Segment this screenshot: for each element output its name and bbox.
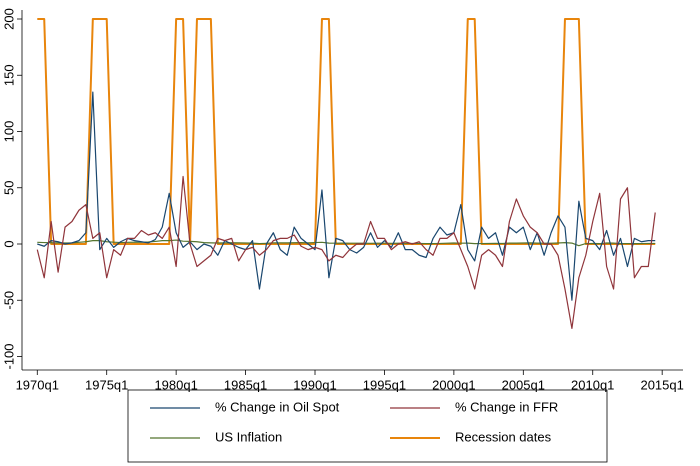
legend-label: % Change in Oil Spot xyxy=(215,399,340,414)
x-tick-label: 2015q1 xyxy=(640,377,683,392)
series-line xyxy=(36,175,656,329)
series-line xyxy=(37,18,656,245)
y-tick-label: -50 xyxy=(1,291,16,310)
legend-label: % Change in FFR xyxy=(455,399,558,414)
x-tick-label: 2005q1 xyxy=(502,377,545,392)
y-tick-label: 200 xyxy=(1,8,16,30)
y-tick-label: 0 xyxy=(1,240,16,247)
legend-label: Recession dates xyxy=(455,429,552,444)
y-tick-label: 150 xyxy=(1,64,16,86)
y-tick-label: -100 xyxy=(1,343,16,369)
x-tick-label: 1970q1 xyxy=(16,377,59,392)
legend-box xyxy=(127,389,608,463)
x-tick-label: 1980q1 xyxy=(154,377,197,392)
x-tick-label: 1975q1 xyxy=(85,377,128,392)
legend-label: US Inflation xyxy=(215,429,282,444)
y-tick-label: 50 xyxy=(1,181,16,195)
y-tick-label: 100 xyxy=(1,121,16,143)
x-tick-label: 1990q1 xyxy=(293,377,336,392)
x-tick-label: 2000q1 xyxy=(432,377,475,392)
series-line xyxy=(37,91,656,301)
series-line xyxy=(37,239,656,247)
x-tick-label: 1985q1 xyxy=(224,377,267,392)
x-tick-label: 1995q1 xyxy=(363,377,406,392)
x-tick-label: 2010q1 xyxy=(571,377,614,392)
